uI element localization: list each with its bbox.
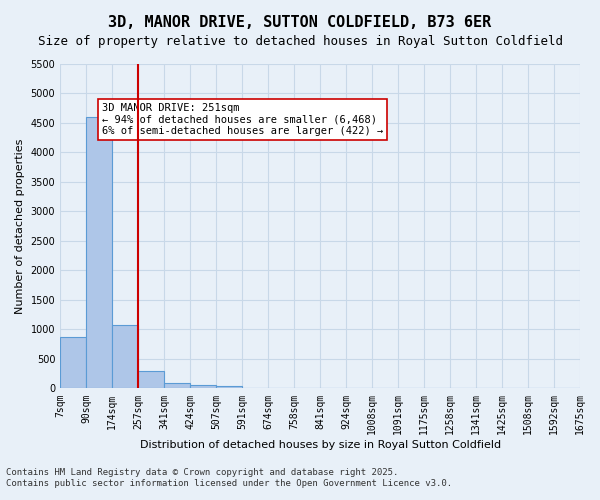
Bar (86, 117, 112, 388)
Text: Contains HM Land Registry data © Crown copyright and database right 2025.
Contai: Contains HM Land Registry data © Crown c… (6, 468, 452, 487)
Text: 3D MANOR DRIVE: 251sqm
← 94% of detached houses are smaller (6,468)
6% of semi-d: 3D MANOR DRIVE: 251sqm ← 94% of detached… (102, 103, 383, 136)
X-axis label: Distribution of detached houses by size in Royal Sutton Coldfield: Distribution of detached houses by size … (140, 440, 500, 450)
Text: 3D, MANOR DRIVE, SUTTON COLDFIELD, B73 6ER: 3D, MANOR DRIVE, SUTTON COLDFIELD, B73 6… (109, 15, 491, 30)
Y-axis label: Number of detached properties: Number of detached properties (15, 138, 25, 314)
Bar (164, 383, 190, 388)
Bar (138, 371, 164, 388)
Text: Size of property relative to detached houses in Royal Sutton Coldfield: Size of property relative to detached ho… (37, 35, 563, 48)
Bar (216, 386, 242, 388)
Bar (190, 385, 216, 388)
Bar (112, 324, 138, 388)
Bar (60, 336, 86, 388)
